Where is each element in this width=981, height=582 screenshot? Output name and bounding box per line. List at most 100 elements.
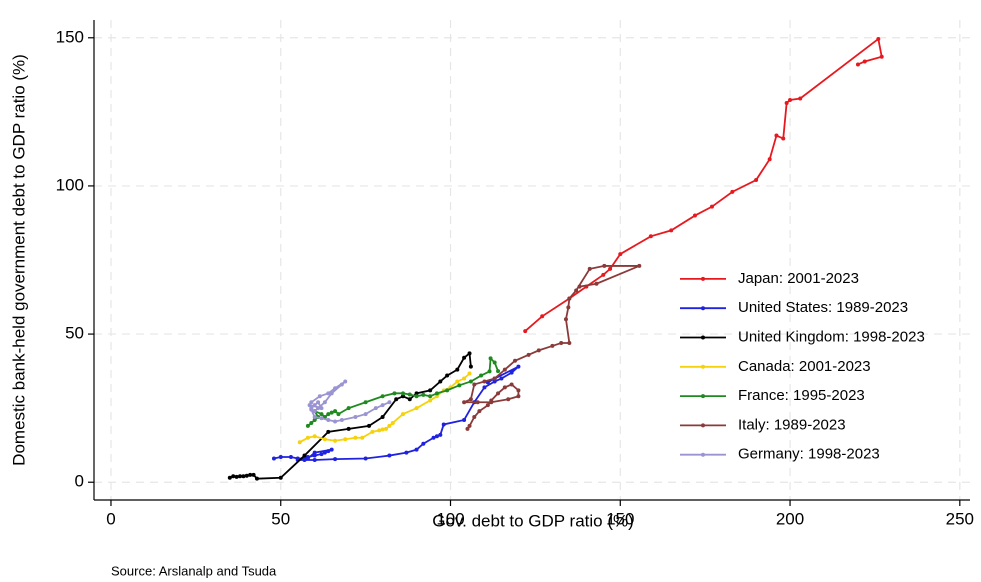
data-point <box>394 397 399 402</box>
data-point <box>339 418 344 422</box>
data-point <box>312 403 317 408</box>
data-point <box>278 475 283 480</box>
data-point <box>516 388 521 393</box>
data-point <box>784 100 789 105</box>
data-point <box>414 406 419 411</box>
data-point <box>482 379 487 384</box>
data-point <box>373 406 378 411</box>
data-point <box>326 429 331 434</box>
data-point <box>309 420 314 425</box>
data-point <box>380 403 385 408</box>
data-point <box>319 412 324 417</box>
data-point <box>499 376 504 381</box>
data-point <box>322 400 327 405</box>
data-point <box>333 409 338 414</box>
legend-label: Canada: 2001-2023 <box>738 358 871 375</box>
data-point <box>377 428 382 433</box>
data-point <box>227 475 232 480</box>
data-point <box>477 409 482 414</box>
data-point <box>329 410 334 415</box>
data-point <box>509 370 514 375</box>
data-point <box>421 392 426 397</box>
data-point <box>317 394 322 399</box>
data-point <box>506 397 511 402</box>
data-point <box>467 423 472 428</box>
data-point <box>513 358 518 363</box>
data-point <box>455 367 460 372</box>
data-point <box>445 388 450 393</box>
data-point <box>322 437 327 442</box>
data-point <box>353 415 358 420</box>
data-point <box>414 394 419 399</box>
y-tick-label: 50 <box>65 324 84 343</box>
data-point <box>457 383 462 388</box>
data-point <box>288 455 293 460</box>
legend-label: United Kingdom: 1998-2023 <box>738 328 925 345</box>
data-point <box>316 406 321 411</box>
data-point <box>492 360 497 365</box>
x-axis-title: Gov. debt to GDP ratio (%) <box>432 511 634 530</box>
legend-swatch-dot <box>701 306 705 311</box>
data-point <box>487 369 492 374</box>
data-point <box>523 329 528 334</box>
data-point <box>400 391 405 396</box>
data-point <box>709 204 714 209</box>
data-point <box>577 284 582 289</box>
data-point <box>400 412 405 417</box>
data-point <box>567 296 572 301</box>
data-point <box>360 435 365 440</box>
series-line <box>273 365 520 461</box>
data-point <box>309 400 314 405</box>
data-point <box>540 314 545 319</box>
data-point <box>248 472 253 477</box>
data-point <box>251 472 256 477</box>
data-point <box>559 340 564 345</box>
data-point <box>241 474 246 479</box>
data-point <box>278 455 283 460</box>
x-tick-label: 150 <box>606 509 634 528</box>
data-point <box>502 367 507 372</box>
data-point <box>468 379 473 384</box>
data-point <box>488 356 493 361</box>
data-point <box>441 422 446 427</box>
data-point <box>536 348 541 353</box>
data-point <box>339 382 344 387</box>
data-point <box>390 420 395 425</box>
data-point <box>312 415 317 420</box>
data-point <box>326 449 331 454</box>
data-point <box>754 178 759 182</box>
data-point <box>475 400 480 405</box>
y-tick-label: 100 <box>56 175 84 194</box>
data-point <box>767 157 772 162</box>
legend-swatch-dot <box>701 276 705 281</box>
data-point <box>254 476 259 481</box>
legend-label: United States: 1989-2023 <box>738 299 908 316</box>
data-point <box>302 453 307 458</box>
legend-label: Italy: 1989-2023 <box>738 416 846 433</box>
data-point <box>496 369 501 374</box>
data-point <box>326 418 331 422</box>
data-point <box>879 54 884 59</box>
data-point <box>574 288 579 293</box>
source-note: Source: Arslanalp and Tsuda <box>111 563 277 578</box>
data-point <box>465 426 470 431</box>
data-point <box>567 340 572 345</box>
data-point <box>414 391 419 396</box>
data-point <box>392 391 397 396</box>
data-point <box>482 385 487 390</box>
data-point <box>380 394 385 399</box>
data-point <box>326 412 331 417</box>
y-tick-label: 0 <box>75 472 84 491</box>
data-point <box>462 376 467 381</box>
data-point <box>587 266 592 271</box>
data-point <box>462 355 467 360</box>
data-point <box>407 392 412 397</box>
data-point <box>326 391 331 396</box>
data-point <box>333 457 338 462</box>
data-point <box>363 400 368 405</box>
data-point <box>472 382 477 387</box>
data-point <box>234 474 239 479</box>
data-point <box>387 400 392 405</box>
legend-swatch-dot <box>701 335 705 340</box>
